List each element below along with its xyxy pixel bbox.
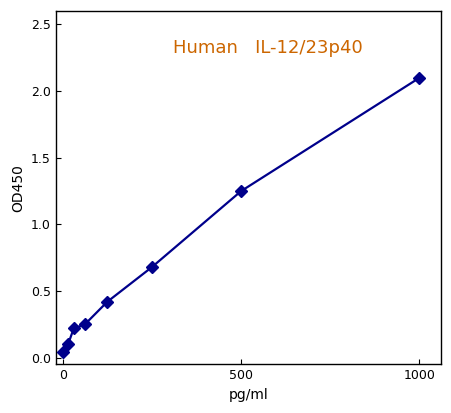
Text: Human   IL-12/23p40: Human IL-12/23p40 bbox=[172, 39, 362, 57]
Y-axis label: OD450: OD450 bbox=[11, 164, 25, 212]
X-axis label: pg/ml: pg/ml bbox=[228, 388, 267, 402]
